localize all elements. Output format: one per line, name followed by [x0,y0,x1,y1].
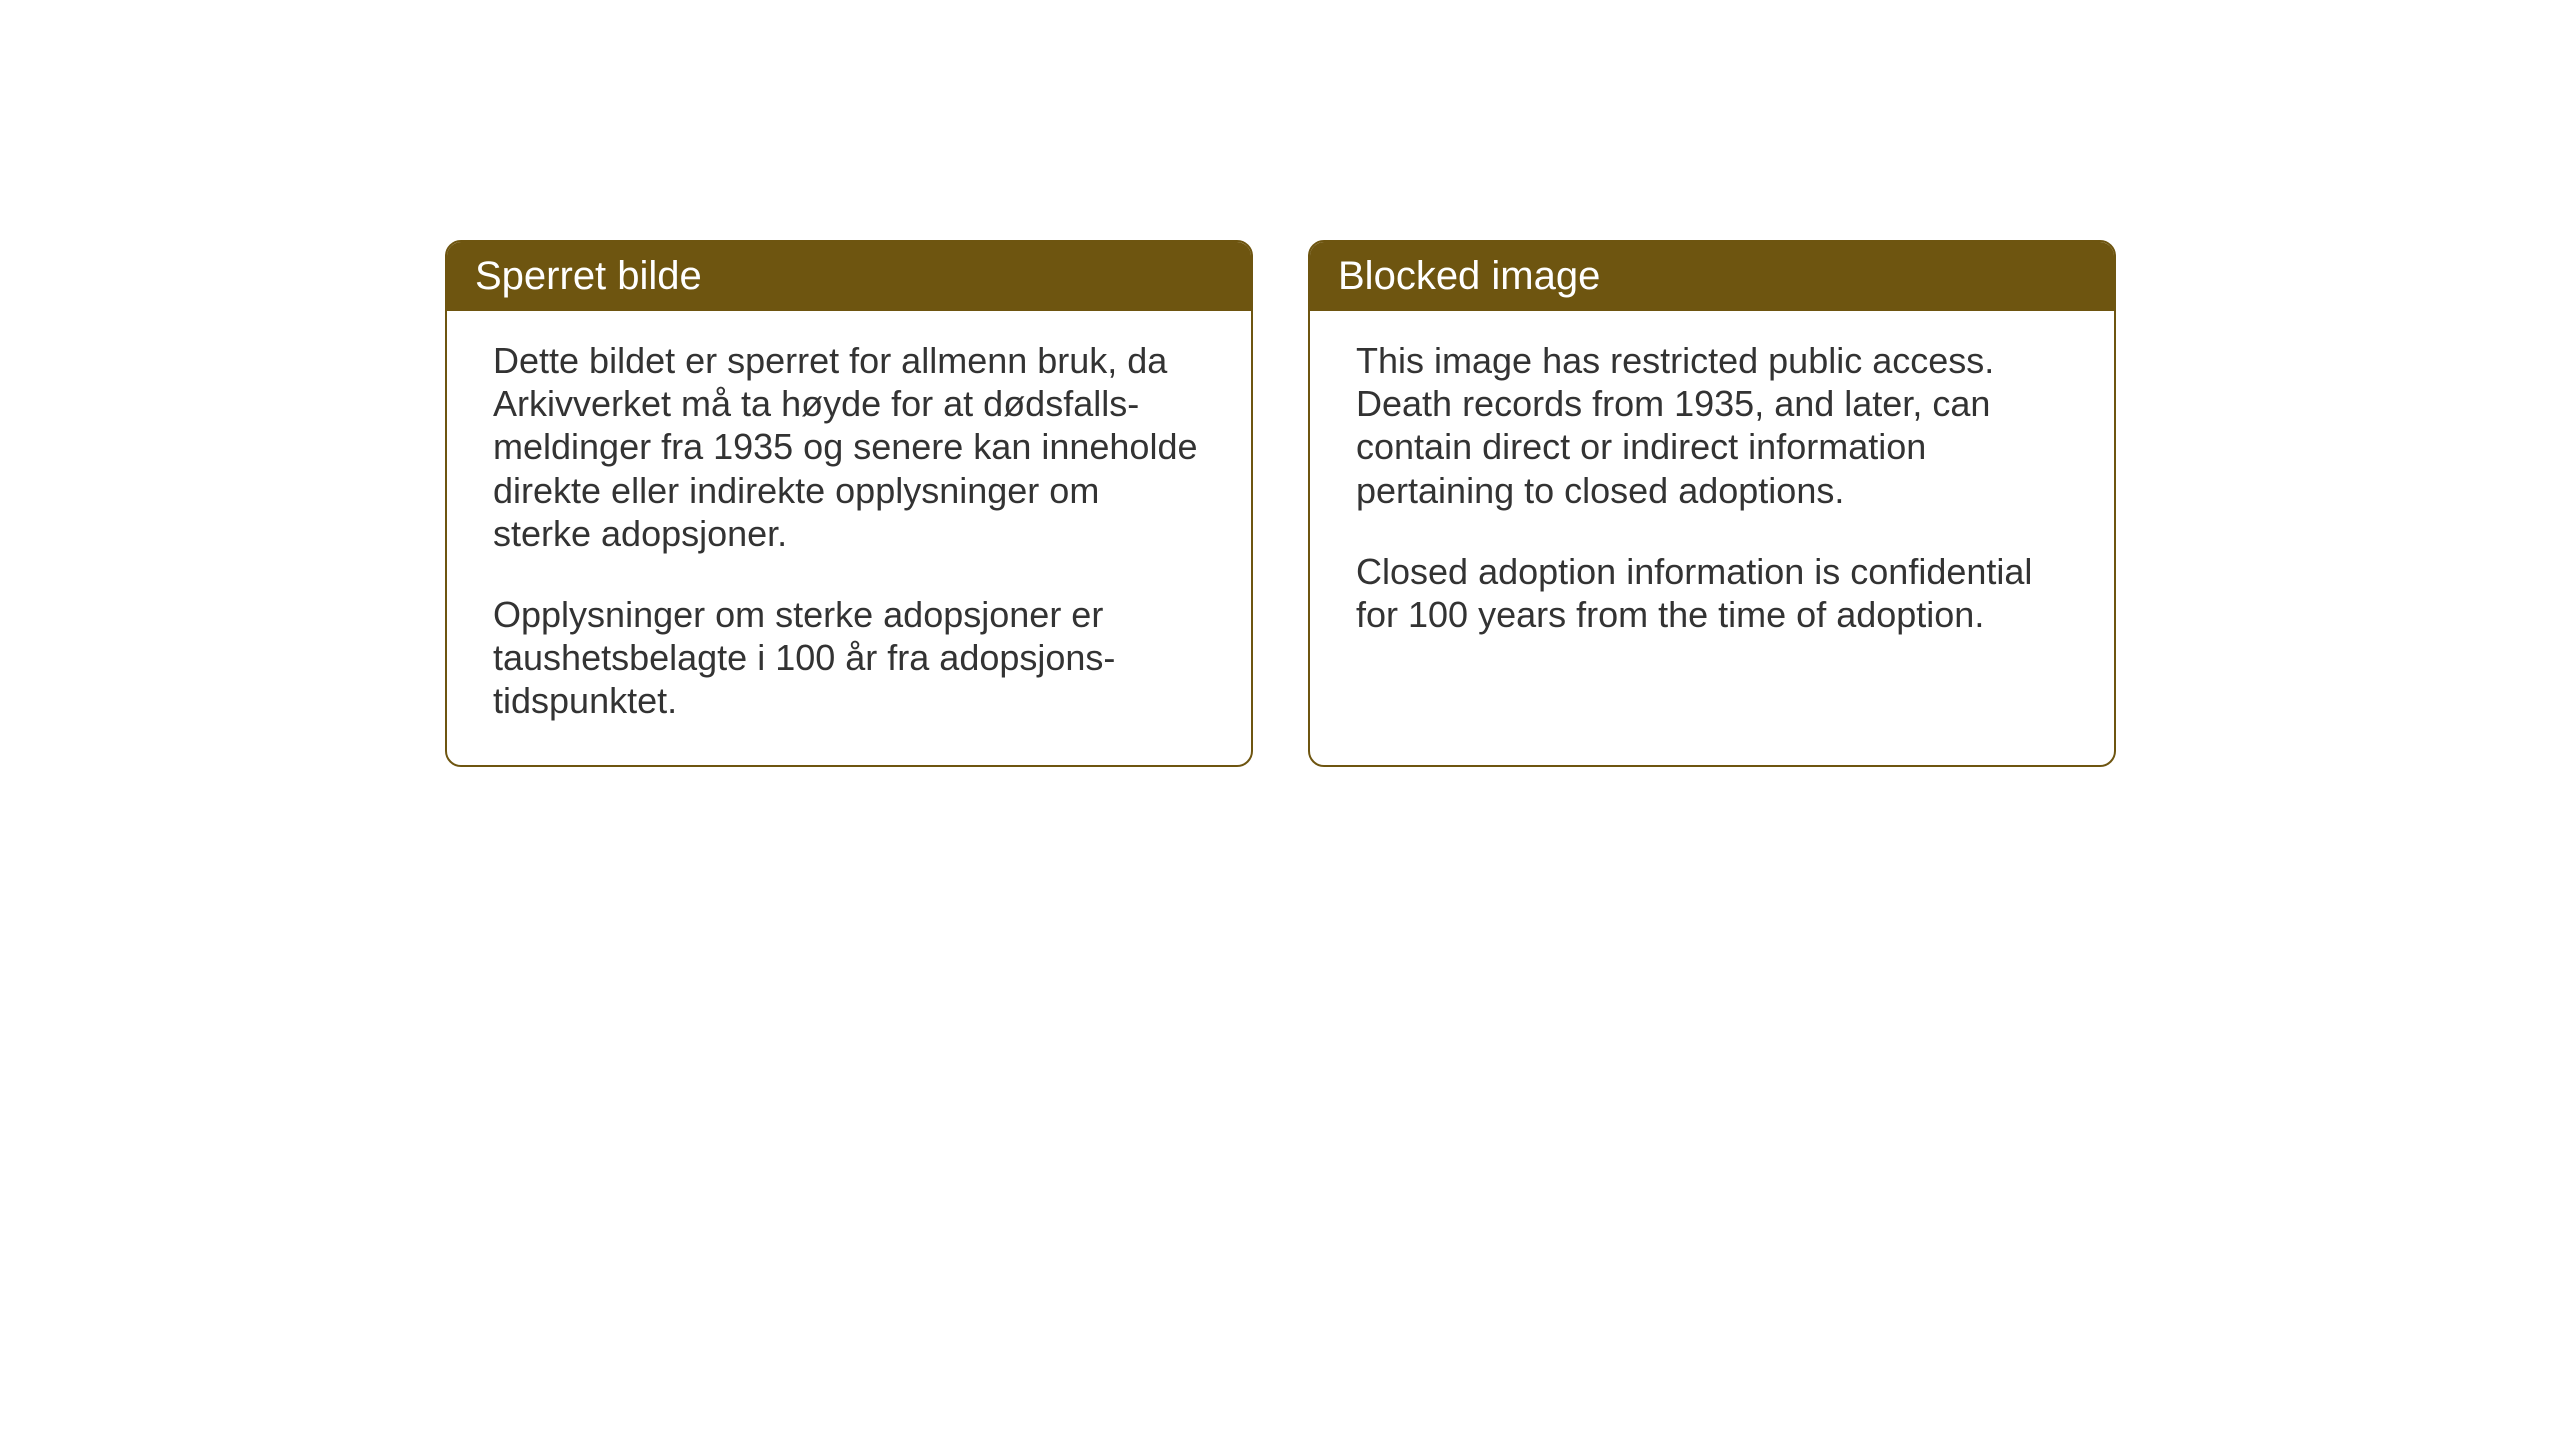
card-paragraph-1-norwegian: Dette bildet er sperret for allmenn bruk… [493,339,1205,555]
card-paragraph-2-norwegian: Opplysninger om sterke adopsjoner er tau… [493,593,1205,723]
card-body-norwegian: Dette bildet er sperret for allmenn bruk… [447,311,1251,765]
card-english: Blocked image This image has restricted … [1308,240,2116,767]
card-paragraph-2-english: Closed adoption information is confident… [1356,550,2068,636]
card-norwegian: Sperret bilde Dette bildet er sperret fo… [445,240,1253,767]
card-paragraph-1-english: This image has restricted public access.… [1356,339,2068,512]
card-title-english: Blocked image [1338,254,1600,298]
card-header-norwegian: Sperret bilde [447,242,1251,311]
cards-container: Sperret bilde Dette bildet er sperret fo… [445,240,2116,767]
card-body-english: This image has restricted public access.… [1310,311,2114,678]
card-title-norwegian: Sperret bilde [475,254,702,298]
card-header-english: Blocked image [1310,242,2114,311]
